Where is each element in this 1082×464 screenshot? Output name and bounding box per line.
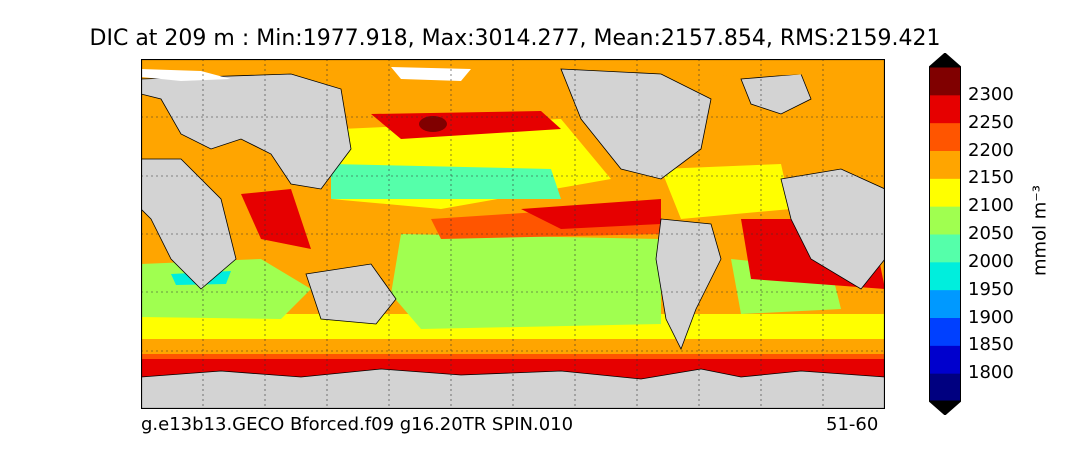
run-name: g.e13b13.GECO Bforced.f09 g16.20TR SPIN.… bbox=[141, 414, 574, 435]
colorbar bbox=[929, 53, 961, 415]
colorbar-tick-label: 1900 bbox=[968, 306, 1014, 328]
colorbar-segment bbox=[929, 345, 961, 374]
colorbar-segment bbox=[929, 289, 961, 318]
north-atlantic-yellow bbox=[661, 164, 791, 219]
colorbar-tick-label: 2200 bbox=[968, 139, 1014, 161]
north-pacific-maroon-core bbox=[419, 116, 447, 132]
colorbar-frame bbox=[929, 66, 961, 402]
colorbar-tick-label: 2250 bbox=[968, 111, 1014, 133]
year-range: 51-60 bbox=[826, 414, 879, 435]
colorbar-segment bbox=[929, 178, 961, 207]
colorbar-segment bbox=[929, 122, 961, 151]
colorbar-tick-label: 1850 bbox=[968, 334, 1014, 356]
colorbar-tick-label: 2100 bbox=[968, 195, 1014, 217]
ocean-map bbox=[141, 59, 885, 409]
arctic-ice-west bbox=[141, 69, 231, 81]
colorbar-tick-label: 2150 bbox=[968, 167, 1014, 189]
map-frame bbox=[141, 59, 885, 409]
arabian-sea-red bbox=[241, 189, 311, 249]
colorbar-top-extension bbox=[929, 53, 961, 68]
colorbar-bottom-extension bbox=[929, 400, 961, 415]
equatorial-pacific-red bbox=[521, 199, 661, 229]
plot-title: DIC at 209 m : Min:1977.918, Max:3014.27… bbox=[89, 26, 941, 51]
australia bbox=[305, 263, 397, 325]
eurasia bbox=[141, 73, 352, 190]
colorbar-units-label: mmol m⁻³ bbox=[1029, 184, 1051, 277]
colorbar-segments bbox=[929, 67, 961, 402]
africa bbox=[141, 158, 237, 290]
arctic-ice-east bbox=[391, 67, 471, 81]
north-pacific-red bbox=[371, 111, 561, 139]
colorbar-segment bbox=[929, 373, 961, 402]
colorbar-segment bbox=[929, 150, 961, 179]
colorbar-segment bbox=[929, 94, 961, 124]
africa-east bbox=[780, 168, 885, 290]
colorbar-tick-label: 2000 bbox=[968, 250, 1014, 272]
map-gridlines bbox=[141, 59, 885, 409]
arctic-ocean bbox=[141, 59, 885, 77]
colorbar-tick-label: 2300 bbox=[968, 83, 1014, 105]
colorbar-tick-label: 1950 bbox=[968, 278, 1014, 300]
south-pacific-gyre bbox=[391, 234, 661, 329]
colorbar-tick-label: 1800 bbox=[968, 362, 1014, 384]
colorbar-segment bbox=[929, 317, 961, 346]
south-america bbox=[655, 218, 722, 350]
north-america bbox=[560, 68, 712, 180]
colorbar-tick-label: 2050 bbox=[968, 223, 1014, 244]
colorbar-segment bbox=[929, 234, 961, 263]
north-pacific-green-gyre bbox=[331, 164, 561, 199]
colorbar-segment bbox=[929, 261, 961, 291]
colorbar-segment bbox=[929, 206, 961, 235]
colorbar-segment bbox=[929, 67, 961, 96]
